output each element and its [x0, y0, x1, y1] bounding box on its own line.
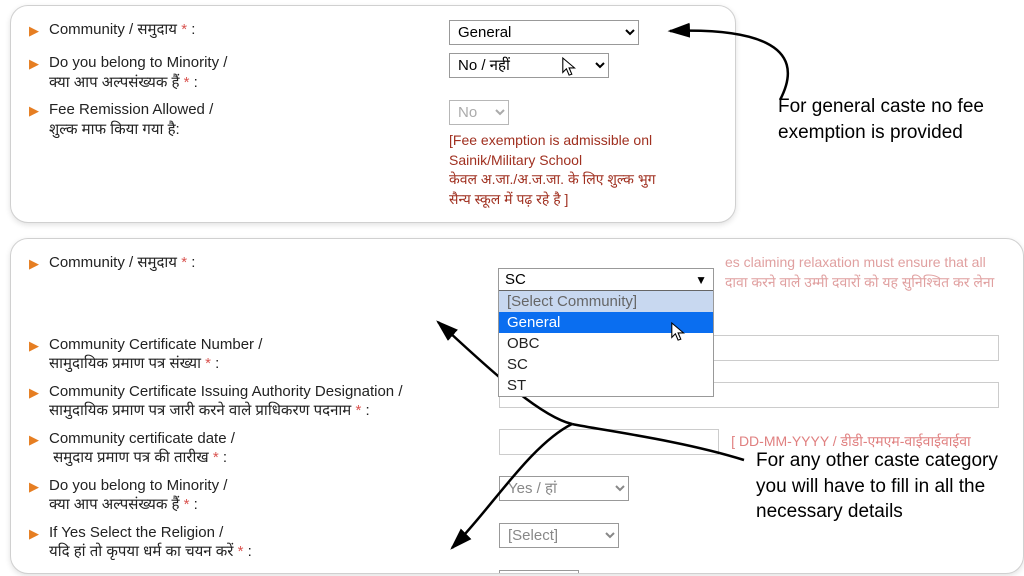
label-minority: Do you belong to Minority / क्या आप अल्प…	[49, 53, 449, 92]
fee-select[interactable]: No	[449, 100, 509, 125]
side-text: es claiming relaxation must ensure that …	[725, 253, 994, 292]
fee-select-2[interactable]: Yes	[499, 570, 579, 575]
annotation-general: For general caste no fee exemption is pr…	[778, 94, 1018, 145]
label-community-2: Community / समुदाय * :	[49, 253, 499, 273]
bullet-icon: ▶	[29, 103, 39, 119]
dropdown-option-obc[interactable]: OBC	[499, 333, 713, 354]
community-select[interactable]: General	[449, 20, 639, 45]
row-minority: ▶ Do you belong to Minority / क्या आप अल…	[29, 53, 717, 92]
dropdown-selected[interactable]: SC ▼	[499, 269, 713, 291]
label-fee: Fee Remission Allowed / शुल्क माफ किया ग…	[49, 100, 449, 139]
community-dropdown-open[interactable]: SC ▼ [Select Community] General OBC SC S…	[498, 268, 714, 397]
label-cert-authority: Community Certificate Issuing Authority …	[49, 382, 499, 421]
bullet-icon: ▶	[29, 385, 39, 401]
bullet-icon: ▶	[29, 23, 39, 39]
label-minority-2: Do you belong to Minority / क्या आप अल्प…	[49, 476, 499, 515]
row-fee-2: ▶ Fee Remission Allowed / Yes	[29, 570, 1005, 575]
row-community: ▶ Community / समुदाय * : General	[29, 20, 717, 45]
annotation-other: For any other caste category you will ha…	[756, 448, 1014, 525]
dropdown-option-placeholder[interactable]: [Select Community]	[499, 291, 713, 312]
dropdown-option-sc[interactable]: SC	[499, 354, 713, 375]
label-cert-date: Community certificate date / समुदाय प्रम…	[49, 429, 499, 468]
label-community: Community / समुदाय * :	[49, 20, 449, 40]
bullet-icon: ▶	[29, 56, 39, 72]
minority-select-2[interactable]: Yes / हां	[499, 476, 629, 501]
dropdown-option-general[interactable]: General	[499, 312, 713, 333]
bullet-icon: ▶	[29, 432, 39, 448]
fee-note: [Fee exemption is admissible onl Sainik/…	[449, 131, 717, 209]
label-religion: If Yes Select the Religion / यदि हां तो …	[49, 523, 499, 562]
row-fee-remission: ▶ Fee Remission Allowed / शुल्क माफ किया…	[29, 100, 717, 209]
date-hint: [ DD-MM-YYYY / डीडी-एमएम-वाईवाईवाईवा	[731, 433, 970, 449]
panel-general-caste: ▶ Community / समुदाय * : General ▶ Do yo…	[10, 5, 736, 223]
chevron-down-icon: ▼	[695, 273, 707, 287]
bullet-icon: ▶	[29, 526, 39, 542]
row-religion: ▶ If Yes Select the Religion / यदि हां त…	[29, 523, 1005, 562]
cert-date-input[interactable]	[499, 429, 719, 455]
bullet-icon: ▶	[29, 338, 39, 354]
religion-select[interactable]: [Select]	[499, 523, 619, 548]
bullet-icon: ▶	[29, 479, 39, 495]
dropdown-option-st[interactable]: ST	[499, 375, 713, 396]
minority-select[interactable]: No / नहीं	[449, 53, 609, 78]
label-fee-2: Fee Remission Allowed /	[49, 570, 499, 575]
label-cert-number: Community Certificate Number / सामुदायिक…	[49, 335, 499, 374]
bullet-icon: ▶	[29, 256, 39, 272]
bullet-icon: ▶	[29, 573, 39, 575]
